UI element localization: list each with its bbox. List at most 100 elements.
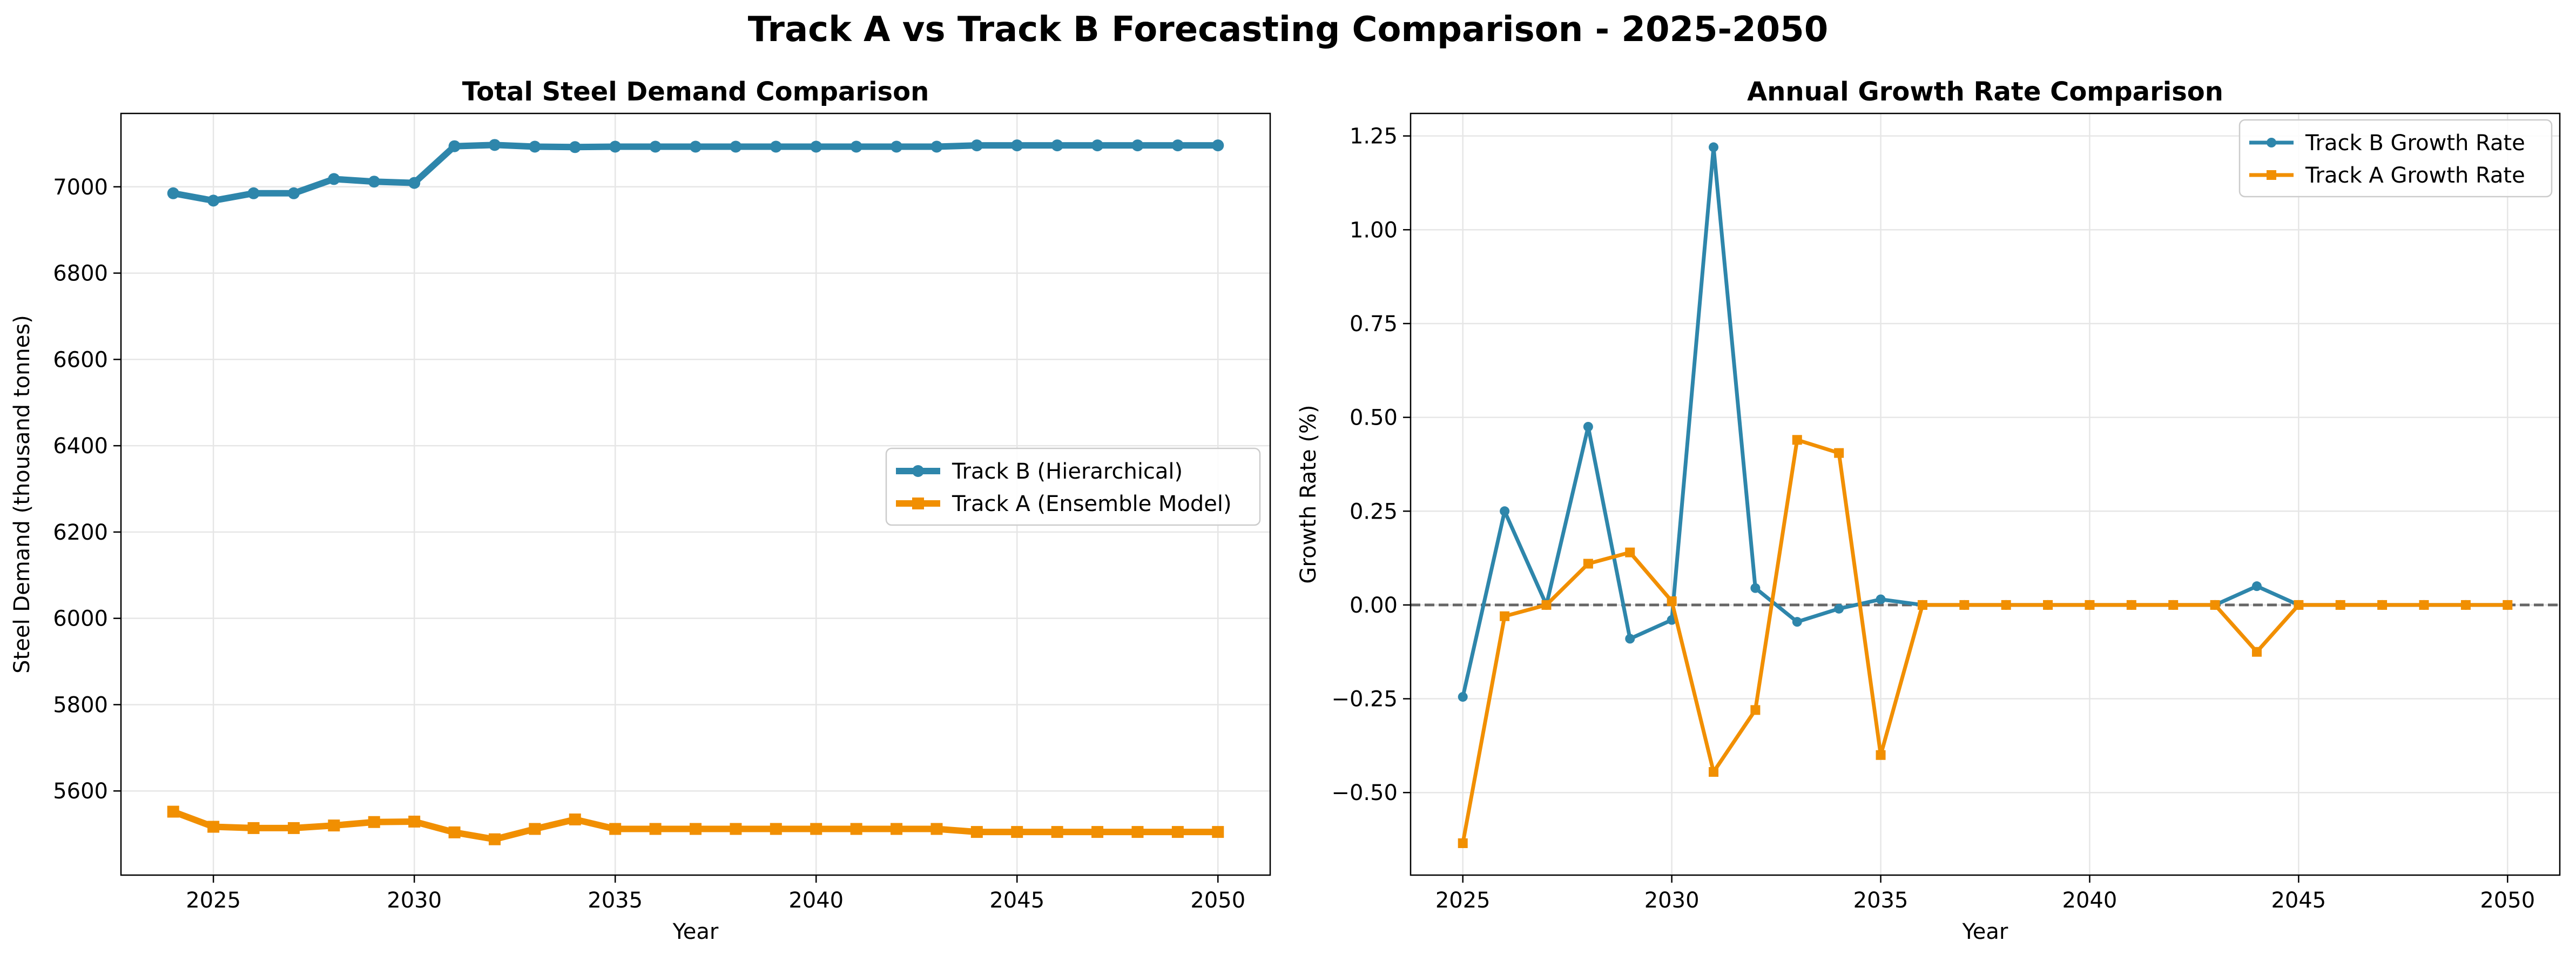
x-tick-label: 2025 <box>1435 888 1491 913</box>
data-point <box>167 805 179 818</box>
legend-label: Track A Growth Rate <box>2305 163 2525 188</box>
data-point <box>970 139 983 152</box>
legend-box <box>2238 119 2553 198</box>
x-tick-label: 2040 <box>2062 888 2118 913</box>
data-point <box>930 823 943 835</box>
data-point <box>1750 583 1761 593</box>
x-tick-label: 2035 <box>1853 888 1909 913</box>
data-point <box>1959 600 1970 610</box>
data-point <box>1750 705 1761 715</box>
data-point <box>2460 600 2471 610</box>
data-point <box>1011 826 1023 838</box>
data-point <box>247 187 260 199</box>
data-point <box>569 141 581 153</box>
data-point <box>770 140 782 153</box>
y-tick-label: 5600 <box>53 779 108 804</box>
legend: Track B (Hierarchical) Track A (Ensemble … <box>885 447 1261 526</box>
data-point <box>690 140 702 153</box>
legend-label: Track A (Ensemble Model) <box>952 492 1232 516</box>
data-point <box>1051 139 1063 152</box>
legend-marker <box>2267 138 2276 147</box>
data-point <box>1917 600 1927 610</box>
legend: Track B Growth Rate Track A Growth Rate <box>2238 119 2553 198</box>
data-point <box>2126 600 2136 610</box>
data-point <box>1131 139 1144 152</box>
data-point <box>970 826 983 838</box>
data-point <box>1500 506 1510 516</box>
data-point <box>649 140 662 153</box>
data-point <box>488 139 501 151</box>
legend-box <box>885 447 1261 526</box>
data-point <box>529 140 541 153</box>
data-point <box>2294 600 2304 610</box>
data-point <box>891 823 903 835</box>
x-axis-label: Year <box>1962 919 2008 944</box>
data-point <box>850 140 862 153</box>
chart-title: Annual Growth Rate Comparison <box>1747 77 2223 107</box>
x-tick-label: 2040 <box>788 888 844 913</box>
y-axis-label: Growth Rate (%) <box>1296 405 1321 583</box>
x-tick-label: 2045 <box>2271 888 2326 913</box>
data-point <box>850 823 862 835</box>
data-point <box>1583 421 1593 432</box>
axes-frame <box>120 112 1271 876</box>
data-point <box>1625 547 1635 557</box>
legend-label: Track B Growth Rate <box>2305 131 2525 156</box>
data-point <box>1625 634 1635 644</box>
data-point <box>408 815 421 828</box>
data-point <box>2251 581 2262 592</box>
data-point <box>1131 826 1144 838</box>
data-point <box>810 823 822 835</box>
data-point <box>328 173 340 185</box>
x-tick-label: 2030 <box>1644 888 1700 913</box>
data-point <box>1834 448 1844 458</box>
y-tick-label: 6400 <box>53 434 108 459</box>
y-axis-label: Steel Demand (thousand tonnes) <box>10 315 35 674</box>
y-tick-label: 6800 <box>53 261 108 286</box>
data-point <box>1876 750 1886 760</box>
data-point <box>1709 767 1719 777</box>
y-tick-label: 0.50 <box>1350 406 1398 431</box>
y-tick-label: 1.00 <box>1350 218 1398 243</box>
y-tick-label: 6000 <box>53 607 108 631</box>
y-tick-label: 0.00 <box>1350 593 1398 618</box>
track-a-ensemble-model-series <box>167 805 1224 845</box>
data-point <box>207 194 220 207</box>
data-point <box>2503 600 2513 610</box>
data-point <box>1583 559 1593 569</box>
data-point <box>891 140 903 153</box>
data-point <box>1500 611 1510 621</box>
data-point <box>2001 600 2011 610</box>
data-point <box>2377 600 2388 610</box>
y-tick-label: 1.25 <box>1350 124 1398 149</box>
data-point <box>810 140 822 153</box>
axes-frame <box>1410 112 2561 876</box>
data-point <box>287 822 300 834</box>
data-point <box>1458 838 1468 848</box>
data-point <box>609 823 622 835</box>
data-point <box>1212 139 1224 152</box>
x-tick-label: 2035 <box>588 888 643 913</box>
data-point <box>1091 826 1104 838</box>
data-point <box>1792 435 1802 445</box>
data-point <box>328 819 340 832</box>
x-tick-label: 2045 <box>989 888 1044 913</box>
data-point <box>1171 139 1184 152</box>
y-tick-label: −0.50 <box>1331 781 1398 805</box>
data-point <box>448 140 461 152</box>
track-a-growth-rate-series <box>1458 435 2513 848</box>
data-point <box>448 826 461 838</box>
track-b-growth-rate-series <box>1458 142 2513 702</box>
data-point <box>1171 826 1184 838</box>
data-point <box>2168 600 2179 610</box>
legend-marker <box>912 465 924 477</box>
data-point <box>408 177 421 189</box>
track-b-hierarchical-series <box>167 139 1224 207</box>
data-point <box>247 822 260 834</box>
track-b-hierarchical-line <box>172 142 1218 204</box>
figure-title: Track A vs Track B Forecasting Compariso… <box>748 10 1828 50</box>
data-point <box>2335 600 2345 610</box>
data-point <box>488 833 501 845</box>
data-point <box>1051 826 1063 838</box>
